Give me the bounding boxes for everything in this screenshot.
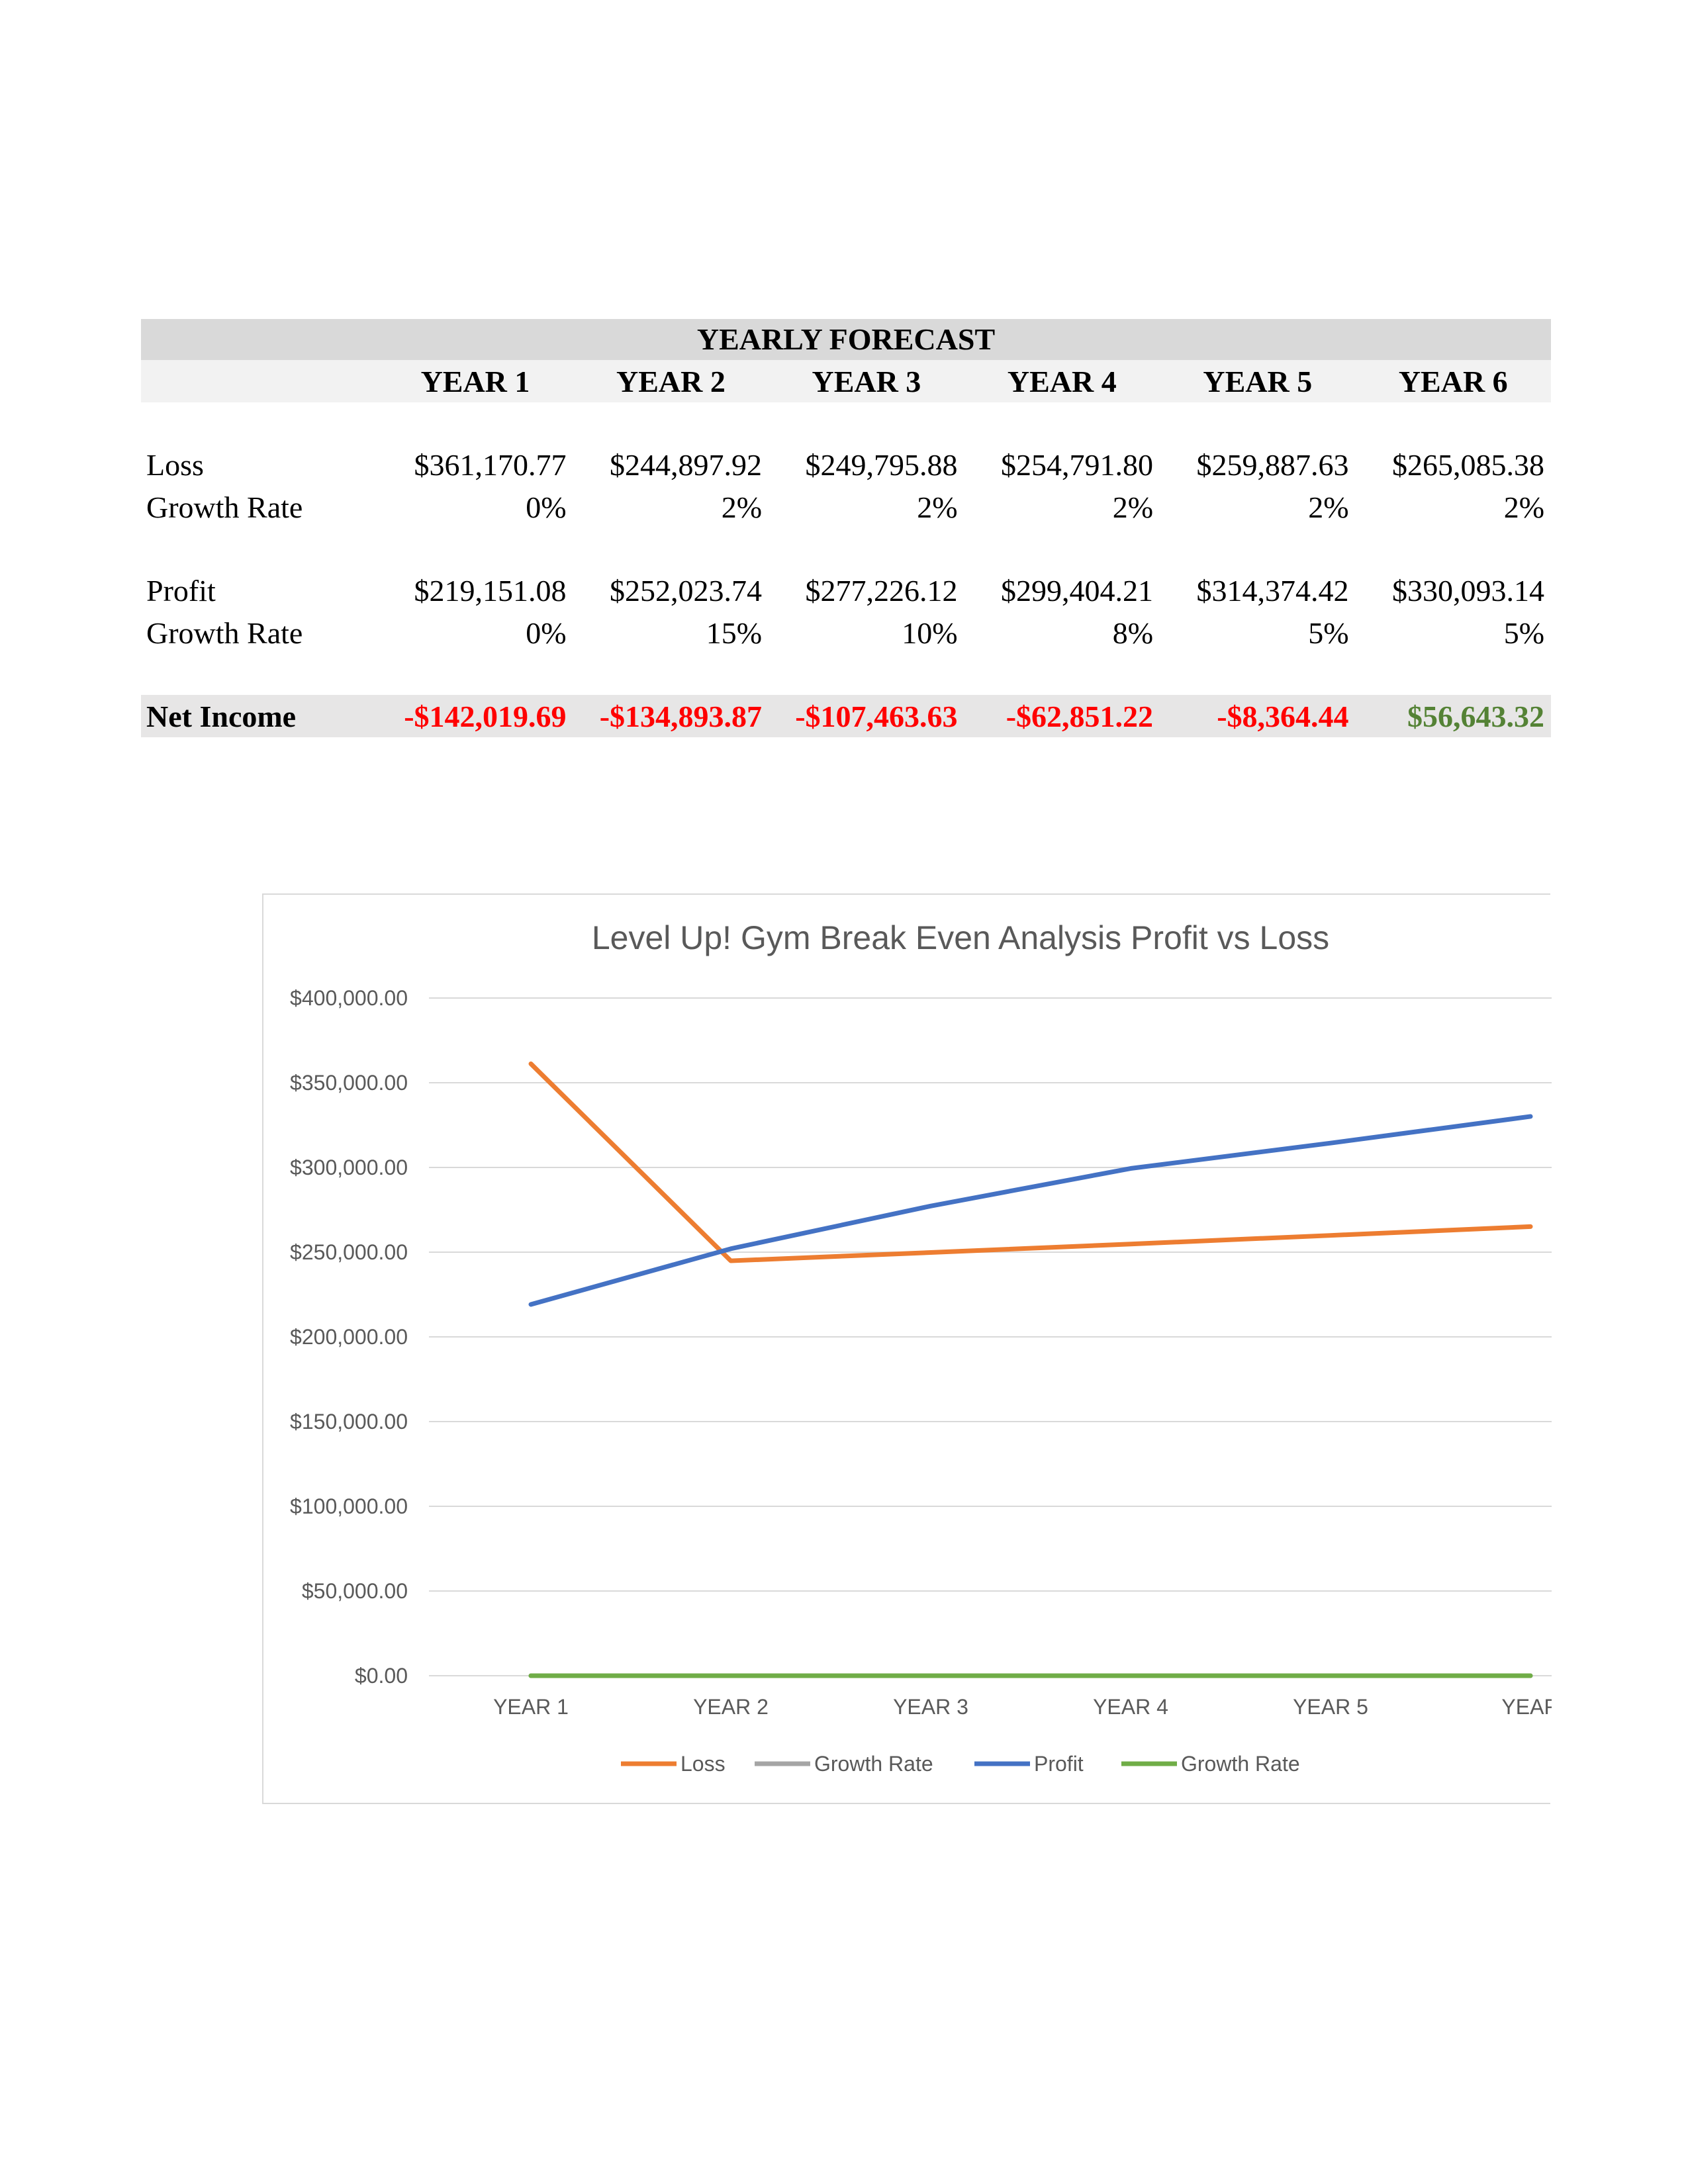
x-tick-label: YEAR 1 [493, 1695, 569, 1719]
x-tick-label: YEAR 4 [1093, 1695, 1168, 1719]
loss-value: $249,795.88 [805, 447, 958, 482]
row-label: Growth Rate [146, 615, 303, 650]
x-tick-label: YEAR 3 [893, 1695, 968, 1719]
net-income-value: -$107,463.63 [795, 699, 958, 733]
y-tick-label: $150,000.00 [290, 1410, 408, 1433]
row-label: Net Income [146, 699, 297, 733]
loss-value: $361,170.77 [414, 447, 567, 482]
forecast-title: YEARLY FORECAST [141, 319, 1551, 360]
growth-value: 5% [1308, 615, 1349, 650]
growth-value: 0% [526, 490, 567, 524]
growth-value: 10% [902, 615, 958, 650]
chart-canvas: Level Up! Gym Break Even Analysis Profit… [290, 919, 1552, 1776]
series-lines [528, 1061, 1533, 1678]
net-income-value: -$134,893.87 [599, 699, 763, 733]
profit-value: $299,404.21 [1001, 573, 1154, 608]
legend-label: Profit [1034, 1752, 1084, 1776]
year-header: YEAR 5 [1203, 364, 1313, 398]
profit-value: $252,023.74 [610, 573, 763, 608]
growth-value: 8% [1112, 615, 1154, 650]
growth-value: 0% [526, 615, 567, 650]
legend-label: Growth Rate [814, 1752, 933, 1776]
profit-row: Profit $219,151.08 $252,023.74 $277,226.… [141, 569, 1551, 612]
yearly-forecast-table: YEARLY FORECAST YEAR 1 YEAR 2 YEAR 3 YEA… [141, 319, 1551, 737]
net-income-value: -$8,364.44 [1217, 699, 1349, 733]
growth-value: 2% [721, 490, 763, 524]
profit-vs-loss-chart: Level Up! Gym Break Even Analysis Profit… [262, 893, 1552, 1804]
x-axis-labels: YEAR 1 YEAR 2 YEAR 3 YEAR 4 YEAR 5 YEAR [493, 1695, 1552, 1719]
profit-growth-row: Growth Rate 0% 15% 10% 8% 5% 5% [141, 612, 1551, 654]
y-tick-label: $100,000.00 [290, 1494, 408, 1518]
y-tick-label: $50,000.00 [302, 1579, 408, 1603]
loss-value: $259,887.63 [1196, 447, 1349, 482]
y-tick-label: $200,000.00 [290, 1325, 408, 1349]
chart-legend: Loss Growth Rate Profit Growth Rate [621, 1752, 1300, 1776]
y-tick-label: $350,000.00 [290, 1071, 408, 1095]
year-header: YEAR 4 [1007, 364, 1117, 398]
net-income-value: $56,643.32 [1407, 699, 1545, 733]
gridlines [429, 997, 1552, 1676]
y-tick-label: $0.00 [355, 1664, 408, 1688]
chart-title: Level Up! Gym Break Even Analysis Profit… [592, 919, 1329, 956]
loss-growth-row: Growth Rate 0% 2% 2% 2% 2% 2% [141, 486, 1551, 528]
row-label: Loss [146, 447, 204, 482]
y-tick-label: $300,000.00 [290, 1156, 408, 1179]
x-tick-label: YEAR [1501, 1695, 1552, 1719]
loss-row: Loss $361,170.77 $244,897.92 $249,795.88… [141, 443, 1551, 486]
growth-value: 5% [1503, 615, 1545, 650]
growth-value: 2% [1308, 490, 1349, 524]
profit-value: $314,374.42 [1196, 573, 1349, 608]
profit-value: $330,093.14 [1392, 573, 1545, 608]
series-line-loss-0 [528, 1061, 1533, 1263]
net-income-value: -$142,019.69 [404, 699, 567, 733]
growth-value: 2% [1503, 490, 1545, 524]
row-label: Profit [146, 573, 216, 608]
series-line-profit-2 [528, 1114, 1533, 1307]
x-tick-label: YEAR 2 [693, 1695, 769, 1719]
y-tick-label: $250,000.00 [290, 1240, 408, 1264]
loss-value: $244,897.92 [610, 447, 763, 482]
year-header-row: YEAR 1 YEAR 2 YEAR 3 YEAR 4 YEAR 5 YEAR … [141, 360, 1551, 402]
growth-value: 15% [706, 615, 763, 650]
growth-value: 2% [1112, 490, 1154, 524]
profit-value: $277,226.12 [805, 573, 958, 608]
loss-value: $254,791.80 [1001, 447, 1154, 482]
year-header: YEAR 6 [1398, 364, 1508, 398]
year-header: YEAR 3 [812, 364, 921, 398]
x-tick-label: YEAR 5 [1293, 1695, 1368, 1719]
net-income-value: -$62,851.22 [1006, 699, 1154, 733]
y-axis-labels: $0.00 $50,000.00 $100,000.00 $150,000.00 $20… [290, 986, 408, 1688]
y-tick-label: $400,000.00 [290, 986, 408, 1010]
loss-value: $265,085.38 [1392, 447, 1545, 482]
row-label: Growth Rate [146, 490, 303, 524]
profit-value: $219,151.08 [414, 573, 567, 608]
year-header: YEAR 2 [616, 364, 726, 398]
legend-label: Loss [680, 1752, 726, 1776]
year-header: YEAR 1 [420, 364, 530, 398]
growth-value: 2% [917, 490, 958, 524]
net-income-row: Net Income -$142,019.69 -$134,893.87 -$1… [141, 695, 1551, 737]
legend-label: Growth Rate [1181, 1752, 1300, 1776]
